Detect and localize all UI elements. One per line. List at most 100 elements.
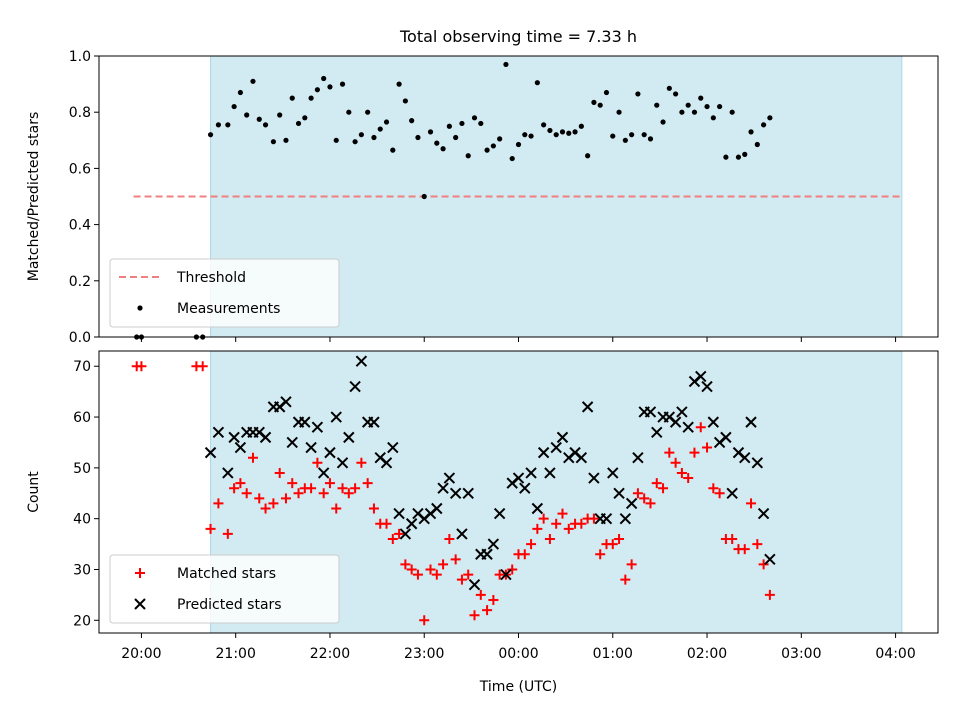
- measurements-point: [635, 91, 641, 97]
- measurements-point: [409, 118, 415, 124]
- matched-stars-point: [563, 523, 574, 534]
- matched-stars-point: [280, 493, 291, 504]
- y-tick-label: 50: [73, 461, 91, 477]
- matched-stars-point: [362, 478, 373, 489]
- measurements-point: [283, 137, 289, 143]
- predicted-stars-point: [280, 396, 292, 408]
- predicted-stars-point: [228, 431, 240, 444]
- matched-stars-point: [268, 498, 279, 509]
- predicted-stars-point: [550, 441, 562, 454]
- predicted-stars-point: [751, 457, 764, 469]
- matched-stars-point: [400, 559, 411, 570]
- predicted-stars-point: [456, 528, 468, 540]
- predicted-stars-point: [651, 426, 663, 439]
- predicted-stars-point: [619, 512, 632, 525]
- matched-stars-point: [324, 478, 335, 489]
- matched-stars-point: [312, 457, 323, 468]
- matched-stars-point: [557, 508, 568, 519]
- legend-box: [109, 554, 340, 624]
- measurements-point: [622, 137, 628, 143]
- predicted-stars-point: [204, 446, 217, 459]
- predicted-stars-point: [380, 457, 393, 469]
- measurements-point: [754, 141, 760, 148]
- matched-stars-point: [488, 594, 499, 605]
- matched-stars-point: [551, 518, 562, 529]
- measurements-point: [365, 109, 371, 115]
- legend-swatch: [135, 568, 145, 578]
- matched-stars-point: [213, 498, 224, 509]
- measurements-point: [679, 109, 685, 115]
- y-tick-label: 40: [73, 512, 91, 528]
- measurements-point: [547, 127, 553, 134]
- predicted-stars-point: [682, 421, 694, 433]
- matched-stars-point: [607, 539, 618, 550]
- measurements-point: [597, 102, 603, 108]
- measurements-point: [591, 99, 597, 105]
- matched-stars-point: [394, 528, 405, 539]
- matched-stars-point: [431, 569, 442, 580]
- predicted-stars-point: [720, 431, 732, 444]
- predicted-stars-point: [259, 431, 272, 444]
- measurements-point: [610, 133, 616, 139]
- matched-stars-point: [205, 523, 216, 534]
- matched-stars-point: [456, 574, 467, 585]
- y-tick-label: 0.6: [69, 161, 91, 177]
- predicted-stars-point: [299, 416, 311, 428]
- predicted-stars-point: [393, 507, 405, 520]
- predicted-stars-point: [512, 472, 525, 484]
- predicted-stars-point: [537, 446, 550, 459]
- measurements-point: [729, 109, 735, 115]
- measurements-point: [339, 81, 346, 87]
- ratio-panel: 0.0 0.2 0.4 0.6 0.8 1.0 Total observing time …: [26, 27, 939, 346]
- predicted-stars-point: [462, 487, 474, 499]
- measurements-point: [421, 193, 427, 200]
- predicted-stars-point: [399, 528, 412, 540]
- matched-stars-point: [576, 518, 587, 529]
- matched-stars-point: [343, 488, 354, 499]
- y-tick-label: 30: [73, 562, 91, 578]
- measurements-point: [767, 115, 773, 121]
- measurements-point: [497, 136, 503, 142]
- matched-stars-point: [350, 483, 361, 494]
- measurements-point: [717, 103, 723, 110]
- predicted-stars-point: [212, 426, 225, 439]
- measurements-point: [654, 102, 660, 108]
- predicted-stars-point: [581, 401, 594, 413]
- matched-stars-point: [438, 559, 449, 570]
- matched-stars-point: [632, 488, 643, 499]
- matched-stars-point: [702, 442, 713, 453]
- x-axis-label: Time (UTC): [479, 679, 557, 695]
- measurements-point: [484, 147, 490, 153]
- measurements-point: [660, 119, 666, 125]
- measurements-point: [465, 153, 471, 159]
- predicted-stars-point: [600, 512, 613, 525]
- measurements-point: [522, 132, 528, 138]
- matched-stars-point: [664, 447, 675, 458]
- matched-stars-point: [287, 478, 298, 489]
- measurements-point: [503, 61, 509, 68]
- matched-stars-point: [746, 498, 757, 509]
- predicted-stars-point: [468, 579, 481, 591]
- measurements-point: [572, 129, 578, 135]
- predicted-stars-point: [544, 467, 556, 479]
- matched-stars-point: [229, 483, 240, 494]
- measurements-point: [585, 153, 591, 159]
- x-tick-label: 23:00: [404, 646, 444, 662]
- measurements-point: [308, 95, 314, 101]
- x-tick-label: 03:00: [781, 646, 821, 662]
- count-panel: 20 30 40 50 60 70 20:00 21:00 22:00 23:00 00:00 01:…: [26, 350, 939, 695]
- measurements-point: [396, 81, 402, 87]
- measurements-point: [225, 122, 231, 128]
- measurements-point: [698, 95, 704, 101]
- predicted-stars-point: [324, 446, 336, 459]
- matched-stars-point: [387, 534, 398, 544]
- measurements-point: [321, 75, 327, 82]
- count-series: [131, 355, 776, 626]
- measurements-point: [528, 133, 534, 139]
- y-tick-label: 1.0: [69, 49, 91, 65]
- matched-stars-point: [507, 564, 518, 575]
- predicted-stars-point: [405, 518, 418, 530]
- matched-stars-point: [544, 534, 555, 544]
- x-tick-label: 02:00: [687, 646, 727, 662]
- y-axis-label: Count: [26, 471, 42, 513]
